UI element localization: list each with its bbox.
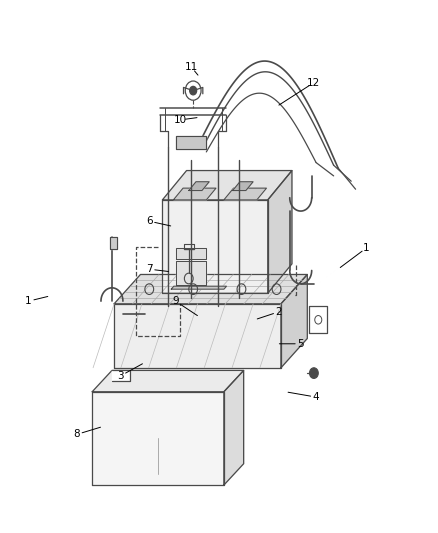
Polygon shape	[114, 304, 280, 368]
Polygon shape	[92, 392, 223, 485]
Polygon shape	[188, 182, 208, 191]
Polygon shape	[171, 286, 226, 289]
Text: 11: 11	[184, 62, 197, 71]
Text: 4: 4	[312, 392, 319, 402]
Polygon shape	[112, 370, 129, 381]
Polygon shape	[162, 171, 291, 200]
Polygon shape	[175, 261, 206, 285]
Polygon shape	[280, 274, 307, 368]
Text: 2: 2	[275, 307, 282, 317]
Polygon shape	[223, 370, 243, 485]
Circle shape	[189, 86, 196, 95]
Text: 9: 9	[172, 296, 179, 306]
Polygon shape	[173, 188, 215, 200]
Polygon shape	[162, 200, 267, 293]
Polygon shape	[232, 182, 252, 191]
Polygon shape	[114, 274, 307, 304]
Polygon shape	[223, 188, 266, 200]
Text: 1: 1	[25, 296, 32, 306]
Polygon shape	[175, 136, 206, 149]
Text: 3: 3	[117, 371, 124, 381]
Text: 12: 12	[307, 78, 320, 87]
Polygon shape	[110, 237, 117, 249]
Polygon shape	[175, 248, 206, 259]
Polygon shape	[92, 370, 243, 392]
Text: 1: 1	[362, 243, 369, 253]
Text: 7: 7	[145, 264, 152, 274]
Text: 6: 6	[145, 216, 152, 226]
Polygon shape	[267, 171, 291, 293]
Text: 8: 8	[73, 430, 80, 439]
Text: 10: 10	[173, 115, 186, 125]
Text: 5: 5	[297, 339, 304, 349]
Circle shape	[309, 368, 318, 378]
